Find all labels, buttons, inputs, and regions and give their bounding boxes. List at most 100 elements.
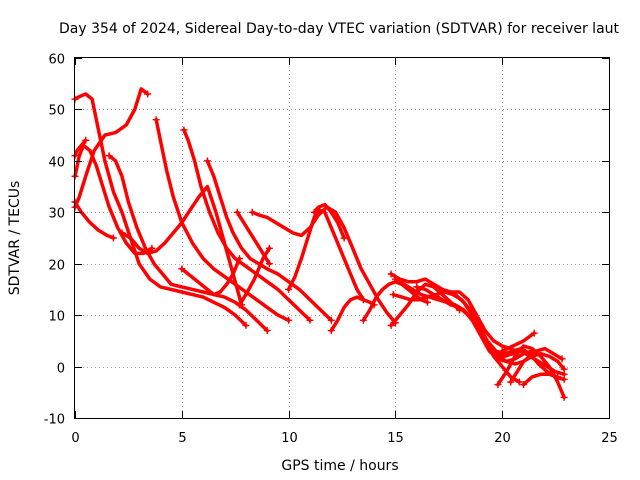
series-line xyxy=(180,256,242,297)
data-point-marker xyxy=(530,329,538,337)
y-tick-label: -10 xyxy=(44,413,65,428)
data-point-marker xyxy=(340,234,348,242)
data-point-marker xyxy=(423,298,431,306)
data-point-marker xyxy=(507,378,515,386)
series-line xyxy=(312,202,346,240)
data-point-marker xyxy=(520,381,528,389)
series-track-15 xyxy=(235,244,273,309)
x-tick-label: 10 xyxy=(281,431,298,446)
series-line xyxy=(73,87,150,209)
series-track-1 xyxy=(71,92,250,329)
x-tick-label: 5 xyxy=(178,431,186,446)
data-point-marker xyxy=(387,270,395,278)
data-point-marker xyxy=(391,275,399,283)
plot-frame xyxy=(74,57,610,419)
x-axis-tick-labels: 0 5 10 15 20 25 xyxy=(71,431,617,446)
data-point-marker xyxy=(466,311,474,319)
data-point-marker xyxy=(180,126,188,134)
data-point-marker xyxy=(144,90,152,98)
data-point-marker xyxy=(152,116,160,124)
series-line xyxy=(154,117,291,323)
x-tick-label: 0 xyxy=(71,431,79,446)
data-point-marker xyxy=(233,208,241,216)
data-point-marker xyxy=(285,285,293,293)
data-point-marker xyxy=(235,301,243,309)
x-tick-label: 20 xyxy=(494,431,511,446)
series-line xyxy=(73,138,88,158)
y-tick-label: 60 xyxy=(48,53,65,68)
chart-title: Day 354 of 2024, Sidereal Day-to-day VTE… xyxy=(59,21,620,37)
series-line xyxy=(508,346,564,384)
series-track-9 xyxy=(180,126,314,324)
series-line xyxy=(286,207,366,302)
data-point-marker xyxy=(515,378,523,386)
y-tick-label: 30 xyxy=(48,207,65,222)
series-track-16 xyxy=(310,202,348,242)
y-tick-label: 20 xyxy=(48,259,65,274)
series-line xyxy=(205,159,334,323)
data-point-marker xyxy=(387,321,395,329)
data-point-marker xyxy=(560,393,568,401)
axis-ticks xyxy=(75,58,610,419)
x-axis-label: GPS time / hours xyxy=(281,458,398,474)
series-line xyxy=(73,92,248,328)
data-point-marker xyxy=(248,208,256,216)
y-tick-label: 40 xyxy=(48,156,65,171)
data-point-marker xyxy=(265,244,273,252)
series-line xyxy=(237,246,272,307)
series-line xyxy=(73,200,116,240)
data-point-marker xyxy=(310,208,318,216)
series-line xyxy=(436,287,566,371)
data-point-marker xyxy=(109,234,117,242)
data-point-marker xyxy=(558,355,566,363)
x-tick-label: 25 xyxy=(601,431,618,446)
series-track-29 xyxy=(520,372,562,389)
y-axis-label: SDTVAR / TECUs xyxy=(7,181,23,296)
series-track-28 xyxy=(498,329,538,355)
series-line xyxy=(500,331,536,353)
data-tracks xyxy=(71,87,568,401)
data-point-marker xyxy=(285,316,293,324)
series-line xyxy=(182,128,312,323)
data-point-marker xyxy=(494,381,502,389)
data-point-marker xyxy=(359,316,367,324)
data-point-marker xyxy=(389,291,397,299)
data-point-marker xyxy=(498,347,506,355)
data-point-marker xyxy=(306,316,314,324)
series-line xyxy=(73,143,154,256)
data-point-marker xyxy=(413,283,421,291)
data-point-marker xyxy=(434,285,442,293)
series-track-19 xyxy=(387,270,515,353)
data-point-marker xyxy=(263,327,271,335)
series-line xyxy=(521,372,560,387)
data-point-marker xyxy=(118,229,126,237)
series-line xyxy=(389,272,513,351)
data-point-marker xyxy=(327,327,335,335)
series-track-27 xyxy=(507,346,566,386)
data-point-marker xyxy=(560,365,568,373)
y-axis-tick-labels: -10 0 10 20 30 40 50 60 xyxy=(44,53,65,428)
series-line xyxy=(329,295,376,333)
data-point-marker xyxy=(203,157,211,165)
series-track-6 xyxy=(105,152,271,335)
y-tick-label: 50 xyxy=(48,104,65,119)
series-line xyxy=(107,153,269,333)
y-tick-label: 10 xyxy=(48,310,65,325)
data-point-marker xyxy=(242,321,250,329)
series-track-24 xyxy=(434,285,568,373)
series-track-8 xyxy=(152,116,293,324)
series-track-14 xyxy=(178,255,243,297)
data-point-marker xyxy=(265,260,273,268)
data-point-marker xyxy=(82,136,90,144)
series-line xyxy=(389,282,462,328)
data-point-marker xyxy=(554,373,562,381)
series-track-10 xyxy=(203,157,335,324)
data-point-marker xyxy=(178,265,186,273)
y-tick-label: 0 xyxy=(57,362,65,377)
data-point-marker xyxy=(235,255,243,263)
data-point-marker xyxy=(327,316,335,324)
data-point-marker xyxy=(560,375,568,383)
x-tick-label: 15 xyxy=(387,431,404,446)
data-point-marker xyxy=(105,152,113,160)
